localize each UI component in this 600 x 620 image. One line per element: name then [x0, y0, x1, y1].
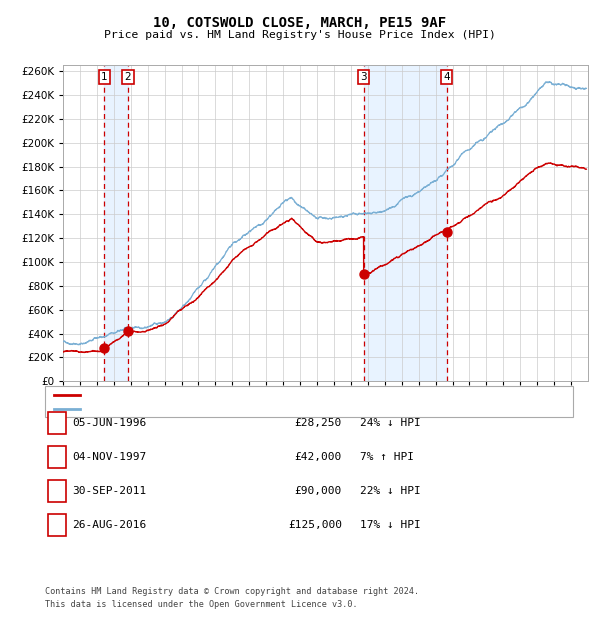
- Text: 4: 4: [443, 72, 450, 82]
- Text: HPI: Average price, semi-detached house, Fenland: HPI: Average price, semi-detached house,…: [83, 404, 377, 414]
- Text: 2: 2: [53, 452, 61, 462]
- Text: 1: 1: [53, 418, 61, 428]
- Text: 10, COTSWOLD CLOSE, MARCH, PE15 9AF: 10, COTSWOLD CLOSE, MARCH, PE15 9AF: [154, 16, 446, 30]
- Text: 2: 2: [125, 72, 131, 82]
- Text: 10, COTSWOLD CLOSE, MARCH, PE15 9AF (semi-detached house): 10, COTSWOLD CLOSE, MARCH, PE15 9AF (sem…: [83, 389, 432, 400]
- Text: £28,250: £28,250: [295, 418, 342, 428]
- Text: 30-SEP-2011: 30-SEP-2011: [72, 486, 146, 496]
- Text: 3: 3: [360, 72, 367, 82]
- Text: Price paid vs. HM Land Registry's House Price Index (HPI): Price paid vs. HM Land Registry's House …: [104, 30, 496, 40]
- Text: This data is licensed under the Open Government Licence v3.0.: This data is licensed under the Open Gov…: [45, 600, 358, 609]
- Text: 4: 4: [53, 520, 61, 530]
- Bar: [104, 65, 128, 381]
- Text: Contains HM Land Registry data © Crown copyright and database right 2024.: Contains HM Land Registry data © Crown c…: [45, 587, 419, 596]
- Text: 26-AUG-2016: 26-AUG-2016: [72, 520, 146, 530]
- Text: 22% ↓ HPI: 22% ↓ HPI: [360, 486, 421, 496]
- Text: £42,000: £42,000: [295, 452, 342, 462]
- Text: 17% ↓ HPI: 17% ↓ HPI: [360, 520, 421, 530]
- Bar: [364, 65, 446, 381]
- Text: 05-JUN-1996: 05-JUN-1996: [72, 418, 146, 428]
- Text: 04-NOV-1997: 04-NOV-1997: [72, 452, 146, 462]
- Text: 7% ↑ HPI: 7% ↑ HPI: [360, 452, 414, 462]
- Text: £125,000: £125,000: [288, 520, 342, 530]
- Text: 3: 3: [53, 486, 61, 496]
- Text: 1: 1: [101, 72, 107, 82]
- Text: 24% ↓ HPI: 24% ↓ HPI: [360, 418, 421, 428]
- Text: £90,000: £90,000: [295, 486, 342, 496]
